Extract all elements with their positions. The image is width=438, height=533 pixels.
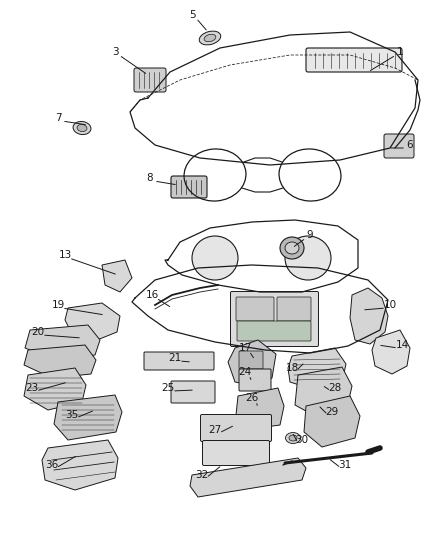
Polygon shape [65, 303, 120, 340]
Text: 7: 7 [55, 113, 61, 123]
FancyBboxPatch shape [237, 321, 311, 341]
Polygon shape [295, 367, 352, 416]
Text: 25: 25 [161, 383, 175, 393]
Text: 23: 23 [25, 383, 39, 393]
Text: 32: 32 [195, 470, 208, 480]
FancyBboxPatch shape [202, 440, 269, 465]
Text: 26: 26 [245, 393, 258, 403]
FancyBboxPatch shape [239, 369, 271, 391]
FancyBboxPatch shape [384, 134, 414, 158]
Text: 8: 8 [147, 173, 153, 183]
Text: 28: 28 [328, 383, 342, 393]
Polygon shape [24, 368, 86, 410]
FancyBboxPatch shape [134, 68, 166, 92]
FancyBboxPatch shape [239, 351, 263, 369]
Text: 6: 6 [407, 140, 413, 150]
Polygon shape [288, 348, 346, 390]
Text: 3: 3 [112, 47, 118, 57]
Text: 21: 21 [168, 353, 182, 363]
Polygon shape [54, 395, 122, 440]
Polygon shape [190, 458, 306, 497]
Text: 9: 9 [307, 230, 313, 240]
Text: 24: 24 [238, 367, 251, 377]
FancyBboxPatch shape [230, 292, 318, 346]
FancyBboxPatch shape [171, 381, 215, 403]
Polygon shape [24, 345, 96, 378]
Text: 31: 31 [339, 460, 352, 470]
Ellipse shape [286, 432, 300, 443]
Polygon shape [350, 288, 388, 344]
Ellipse shape [192, 236, 238, 280]
Ellipse shape [289, 435, 297, 441]
FancyBboxPatch shape [171, 176, 207, 198]
Text: 5: 5 [189, 10, 195, 20]
Polygon shape [236, 388, 284, 430]
Polygon shape [102, 260, 132, 292]
FancyBboxPatch shape [144, 352, 214, 370]
Ellipse shape [73, 122, 91, 134]
Text: 29: 29 [325, 407, 339, 417]
Ellipse shape [199, 31, 221, 45]
Text: 17: 17 [238, 343, 251, 353]
FancyBboxPatch shape [201, 415, 272, 441]
Text: 27: 27 [208, 425, 222, 435]
Text: 10: 10 [383, 300, 396, 310]
Ellipse shape [280, 237, 304, 259]
Text: 18: 18 [286, 363, 299, 373]
Text: 16: 16 [145, 290, 159, 300]
Polygon shape [25, 325, 100, 360]
Text: 14: 14 [396, 340, 409, 350]
Text: 1: 1 [397, 47, 403, 57]
Text: 19: 19 [51, 300, 65, 310]
Ellipse shape [285, 236, 331, 280]
FancyBboxPatch shape [236, 297, 274, 321]
FancyBboxPatch shape [277, 297, 311, 321]
Polygon shape [372, 330, 410, 374]
FancyBboxPatch shape [306, 48, 402, 72]
Polygon shape [304, 396, 360, 447]
Ellipse shape [77, 125, 87, 132]
Text: 35: 35 [65, 410, 79, 420]
Text: 20: 20 [32, 327, 45, 337]
Ellipse shape [285, 242, 299, 254]
Polygon shape [42, 440, 118, 490]
Text: 36: 36 [46, 460, 59, 470]
Text: 30: 30 [296, 435, 308, 445]
Text: 13: 13 [58, 250, 72, 260]
Polygon shape [228, 340, 276, 386]
Ellipse shape [204, 34, 216, 42]
